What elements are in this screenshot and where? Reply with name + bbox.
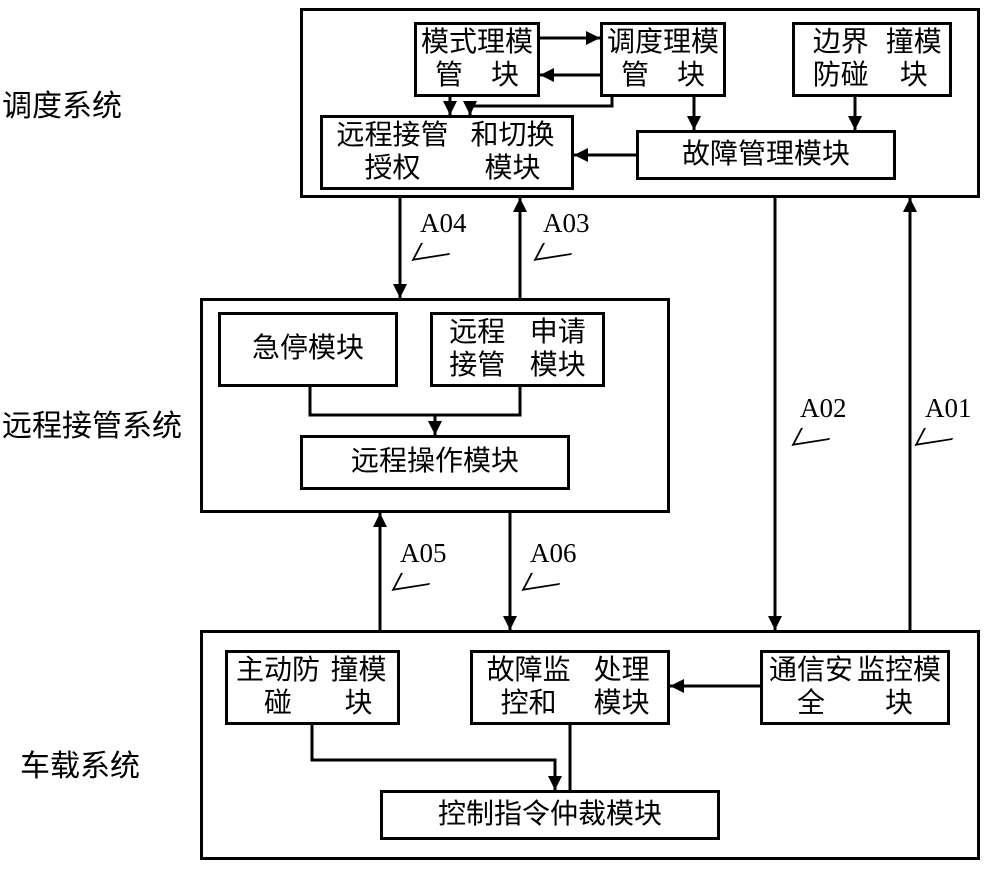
edges-layer [0, 0, 1000, 893]
edge-label-A04: A04 [420, 210, 467, 237]
edge-label-A03: A03 [543, 210, 590, 237]
diagram-canvas: 调度系统 远程接管系统 车载系统 模式管理模块 调度管理模块 边界防碰撞模块 远… [0, 0, 1000, 893]
edge-label-A02: A02 [800, 395, 847, 422]
edge-label-A06: A06 [530, 540, 577, 567]
edge-label-A05: A05 [400, 540, 447, 567]
edge-label-A01: A01 [925, 395, 972, 422]
